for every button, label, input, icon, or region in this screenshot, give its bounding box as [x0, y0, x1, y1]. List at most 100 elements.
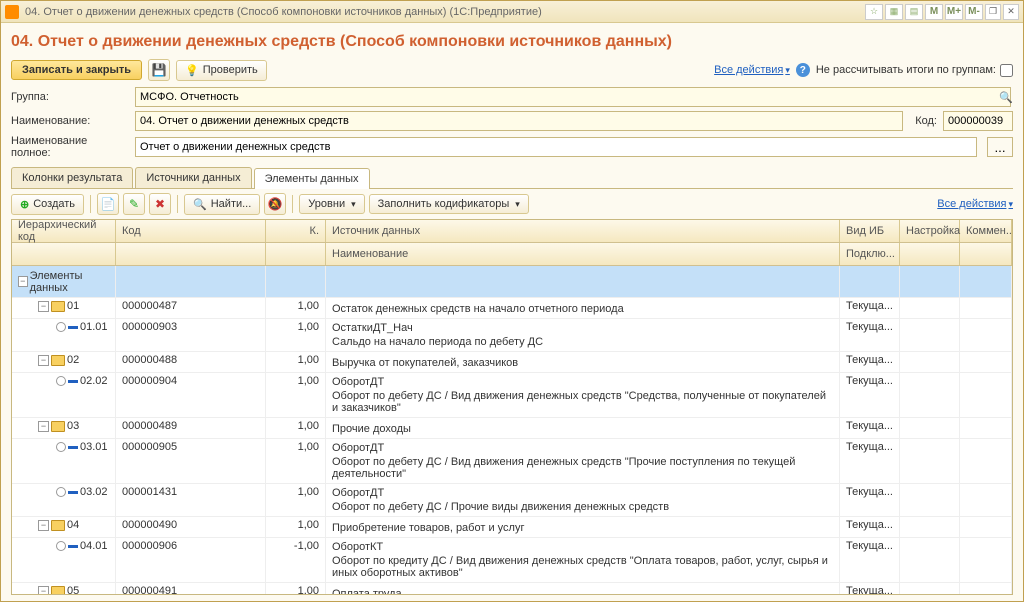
radio-icon — [56, 487, 66, 497]
tab-data-sources[interactable]: Источники данных — [135, 167, 251, 188]
grid-root-row[interactable]: − Элементы данных — [12, 266, 1012, 298]
kom-cell — [960, 583, 1012, 595]
group-input[interactable] — [135, 87, 1011, 107]
titlebar-btn-2[interactable]: ▦ — [885, 4, 903, 20]
table-row[interactable]: −050000004911,00Оплата трудаТекуща... — [12, 583, 1012, 595]
col-source[interactable]: Источник данных — [326, 220, 840, 242]
help-icon[interactable]: ? — [796, 63, 810, 77]
fullname-ellipsis-button[interactable]: ... — [987, 137, 1013, 157]
titlebar-btn-mplus[interactable]: M+ — [945, 4, 963, 20]
tree-cell: − 04 — [12, 517, 116, 537]
data-grid[interactable]: Иерархический код Код К. Источник данных… — [11, 219, 1013, 595]
src-cell: Выручка от покупателей, заказчиков — [326, 352, 840, 372]
lightbulb-icon: 💡 — [185, 64, 199, 77]
kom-cell — [960, 298, 1012, 318]
ib-cell: Текуща... — [840, 439, 900, 483]
no-totals-label: Не рассчитывать итоги по группам: — [816, 64, 996, 76]
table-row[interactable]: 01.010000009031,00ОстаткиДТ_НачСальдо на… — [12, 319, 1012, 352]
tree-code: 03 — [67, 420, 79, 432]
no-totals-checkbox[interactable] — [1000, 64, 1013, 77]
tree-toggle-icon[interactable]: − — [38, 355, 49, 366]
code-cell: 000000903 — [116, 319, 266, 351]
group-row: Группа: 🔍 — [11, 87, 1013, 107]
find-label: Найти... — [211, 198, 252, 210]
titlebar-btn-m[interactable]: M — [925, 4, 943, 20]
titlebar-restore[interactable]: ❐ — [985, 4, 1001, 20]
table-row[interactable]: 04.01000000906-1,00ОборотКТОборот по кре… — [12, 538, 1012, 583]
titlebar-close[interactable]: ✕ — [1003, 4, 1019, 20]
code-cell: 000000904 — [116, 373, 266, 417]
table-row[interactable]: 02.020000009041,00ОборотДТОборот по дебе… — [12, 373, 1012, 418]
tree-toggle-icon[interactable]: − — [18, 276, 28, 287]
item-icon — [68, 326, 78, 329]
titlebar-btn-3[interactable]: ▤ — [905, 4, 923, 20]
ib-cell: Текуща... — [840, 298, 900, 318]
plus-icon: ⊕ — [20, 198, 29, 211]
tree-code: 04 — [67, 519, 79, 531]
tree-toggle-icon[interactable]: − — [38, 520, 49, 531]
group-lookup-icon[interactable]: 🔍 — [999, 91, 1013, 104]
tree-toggle-icon[interactable]: − — [38, 421, 49, 432]
k-cell: -1,00 — [266, 538, 326, 582]
col-settings[interactable]: Настройка — [900, 220, 960, 242]
kom-cell — [960, 517, 1012, 537]
tree-cell: 01.01 — [12, 319, 116, 351]
tree-code: 01 — [67, 300, 79, 312]
col-name[interactable]: Наименование — [326, 243, 840, 265]
ib-cell: Текуща... — [840, 352, 900, 372]
col-k[interactable]: К. — [266, 220, 326, 242]
table-row[interactable]: −010000004871,00Остаток денежных средств… — [12, 298, 1012, 319]
fullname-input[interactable] — [135, 137, 977, 157]
tree-toggle-icon[interactable]: − — [38, 301, 49, 312]
folder-icon — [51, 520, 65, 531]
tab-result-columns[interactable]: Колонки результата — [11, 167, 133, 188]
table-row[interactable]: 03.010000009051,00ОборотДТОборот по дебе… — [12, 439, 1012, 484]
all-actions-link[interactable]: Все действия — [714, 64, 790, 76]
edit-button[interactable]: ✎ — [123, 193, 145, 215]
src-cell: ОборотДТОборот по дебету ДС / Прочие вид… — [326, 484, 840, 516]
root-tree-cell: − Элементы данных — [12, 266, 116, 297]
col-comment[interactable]: Коммен... — [960, 220, 1012, 242]
col-code[interactable]: Код — [116, 220, 266, 242]
save-close-button[interactable]: Записать и закрыть — [11, 60, 142, 80]
table-row[interactable]: 03.020000014311,00ОборотДТОборот по дебе… — [12, 484, 1012, 517]
col-tree[interactable]: Иерархический код — [12, 220, 116, 242]
tree-cell: 04.01 — [12, 538, 116, 582]
fill-classifiers-button[interactable]: Заполнить кодификаторы — [369, 194, 529, 214]
clear-find-button[interactable]: 🔕 — [264, 193, 286, 215]
name-label: Наименование: — [11, 115, 129, 127]
grid-body: − Элементы данных −010000004871,00Остато… — [12, 266, 1012, 595]
code-cell: 000000905 — [116, 439, 266, 483]
titlebar-btn-1[interactable]: ☆ — [865, 4, 883, 20]
ib-cell: Текуща... — [840, 418, 900, 438]
col-ib[interactable]: Вид ИБ — [840, 220, 900, 242]
tab-data-elements[interactable]: Элементы данных — [254, 168, 370, 189]
create-button[interactable]: ⊕ Создать — [11, 194, 84, 215]
col-settings-2 — [900, 243, 960, 265]
create-label: Создать — [33, 198, 75, 210]
table-row[interactable]: −020000004881,00Выручка от покупателей, … — [12, 352, 1012, 373]
src-cell: ОборотКТОборот по кредиту ДС / Вид движе… — [326, 538, 840, 582]
find-button[interactable]: 🔍 Найти... — [184, 194, 260, 215]
levels-button[interactable]: Уровни — [299, 194, 364, 214]
code-cell: 000000491 — [116, 583, 266, 595]
save-button[interactable]: 💾 — [148, 59, 170, 81]
check-button[interactable]: 💡 Проверить — [176, 60, 267, 81]
delete-button[interactable]: ✖ — [149, 193, 171, 215]
table-row[interactable]: −030000004891,00Прочие доходыТекуща... — [12, 418, 1012, 439]
table-row[interactable]: −040000004901,00Приобретение товаров, ра… — [12, 517, 1012, 538]
tree-code: 03.02 — [80, 486, 108, 498]
sub-all-actions-link[interactable]: Все действия — [937, 198, 1013, 210]
kom-cell — [960, 352, 1012, 372]
k-cell: 1,00 — [266, 319, 326, 351]
titlebar-btn-mminus[interactable]: M- — [965, 4, 983, 20]
copy-button[interactable]: 📄 — [97, 193, 119, 215]
code-input[interactable] — [943, 111, 1013, 131]
k-cell: 1,00 — [266, 517, 326, 537]
kom-cell — [960, 418, 1012, 438]
name-input[interactable] — [135, 111, 903, 131]
name-row: Наименование: Код: — [11, 111, 1013, 131]
col-podkl[interactable]: Подклю... — [840, 243, 900, 265]
tree-toggle-icon[interactable]: − — [38, 586, 49, 596]
col-comment-2 — [960, 243, 1012, 265]
